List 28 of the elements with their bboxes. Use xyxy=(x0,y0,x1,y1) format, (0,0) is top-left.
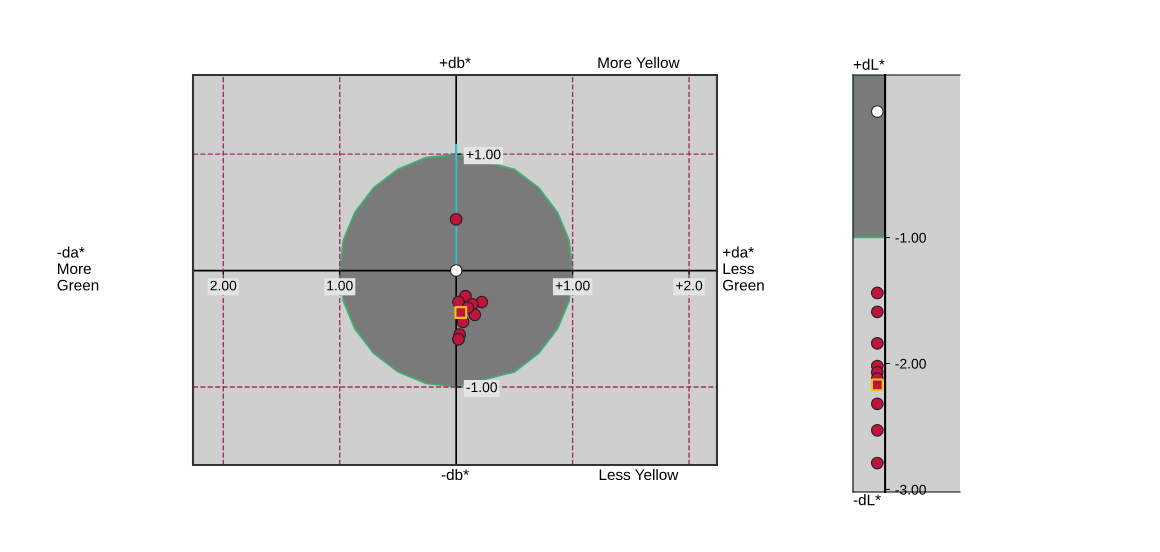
text: -db* xyxy=(441,468,469,481)
text: +dL* xyxy=(853,58,885,70)
point xyxy=(870,423,884,437)
text: +da* Less Green xyxy=(722,246,764,291)
point xyxy=(449,212,463,226)
x-tick-label: +1.00 xyxy=(555,280,590,291)
point xyxy=(870,305,884,319)
point xyxy=(454,306,468,319)
point xyxy=(870,397,884,411)
y-tick-label: -3.00 xyxy=(895,484,926,495)
y-tick-label: -1.00 xyxy=(466,382,497,393)
text: More Yellow xyxy=(598,56,680,69)
point xyxy=(870,378,884,392)
y-tick-label: -1.00 xyxy=(895,232,926,243)
point xyxy=(870,286,884,300)
y-tick-label: -2.00 xyxy=(895,358,926,369)
text: Less Yellow xyxy=(599,468,679,481)
x-tick-label: 2.00 xyxy=(210,280,237,291)
point xyxy=(870,456,884,470)
text: -dL* xyxy=(853,494,881,506)
point xyxy=(452,332,465,346)
point xyxy=(870,336,884,350)
text: -da* More Green xyxy=(57,246,99,291)
point xyxy=(449,264,463,277)
x-tick-label: 1.00 xyxy=(327,280,353,291)
text: +db* xyxy=(439,56,471,69)
point xyxy=(870,105,884,118)
x-tick-label: +2.0 xyxy=(676,280,703,291)
